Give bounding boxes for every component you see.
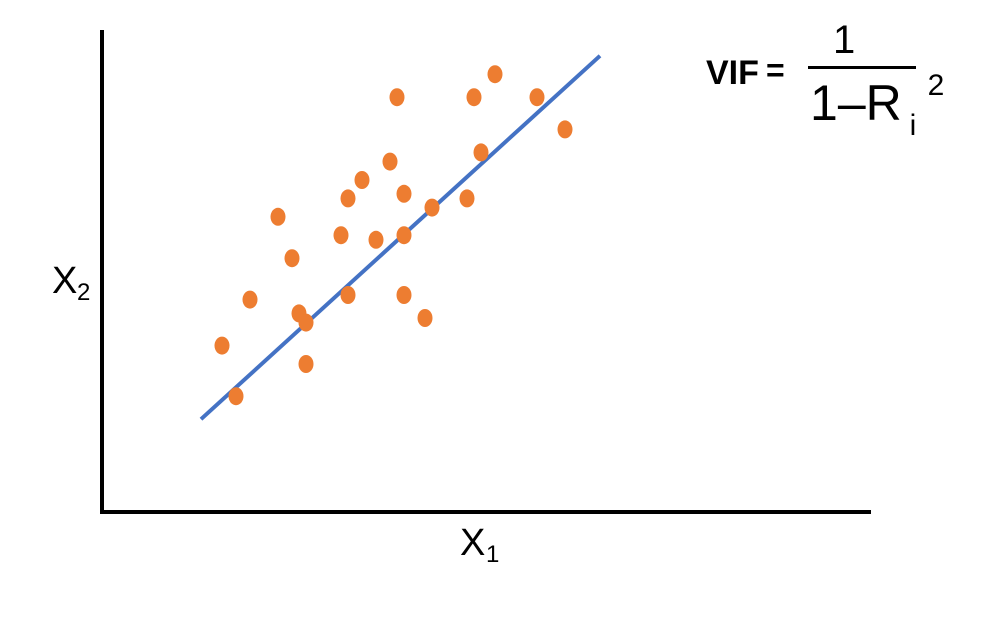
data-point bbox=[284, 249, 300, 268]
y-axis-label: X bbox=[52, 260, 77, 302]
data-point bbox=[228, 387, 244, 406]
data-point bbox=[354, 171, 370, 189]
denominator-subscript: i bbox=[909, 109, 917, 142]
y-axis-label-subscript: 2 bbox=[77, 279, 90, 306]
data-point bbox=[214, 336, 230, 355]
data-point bbox=[270, 207, 286, 226]
data-point bbox=[298, 355, 314, 373]
x-axis-label-subscript: 1 bbox=[486, 541, 499, 568]
formula-lhs: VIF bbox=[706, 54, 759, 92]
x-axis-label: X bbox=[460, 522, 485, 564]
formula-denominator: 1–R i 2 bbox=[810, 69, 945, 142]
formula-numerator: 1 bbox=[833, 18, 856, 62]
vif-formula: VIF = 1 1–R i 2 bbox=[706, 18, 945, 142]
data-point bbox=[487, 65, 503, 84]
data-point bbox=[298, 313, 314, 332]
data-point bbox=[340, 286, 356, 304]
data-point bbox=[340, 189, 356, 208]
data-point bbox=[333, 226, 349, 245]
points-layer bbox=[214, 65, 573, 406]
data-point bbox=[459, 189, 475, 208]
data-point bbox=[466, 88, 482, 107]
data-point bbox=[396, 226, 412, 245]
data-point bbox=[382, 152, 398, 171]
data-point bbox=[424, 198, 440, 217]
data-point bbox=[557, 120, 573, 139]
data-point bbox=[529, 88, 545, 107]
denominator-superscript: 2 bbox=[927, 69, 945, 102]
data-point bbox=[396, 184, 412, 203]
data-point bbox=[473, 143, 489, 162]
denominator-minus: – bbox=[837, 75, 866, 131]
data-point bbox=[242, 290, 258, 309]
formula-equals: = bbox=[766, 52, 785, 88]
data-point bbox=[417, 309, 433, 327]
data-point bbox=[368, 230, 384, 249]
data-point bbox=[389, 88, 405, 107]
fraction-bar bbox=[808, 66, 916, 69]
data-point bbox=[396, 286, 412, 304]
denominator-one: 1 bbox=[810, 75, 838, 131]
